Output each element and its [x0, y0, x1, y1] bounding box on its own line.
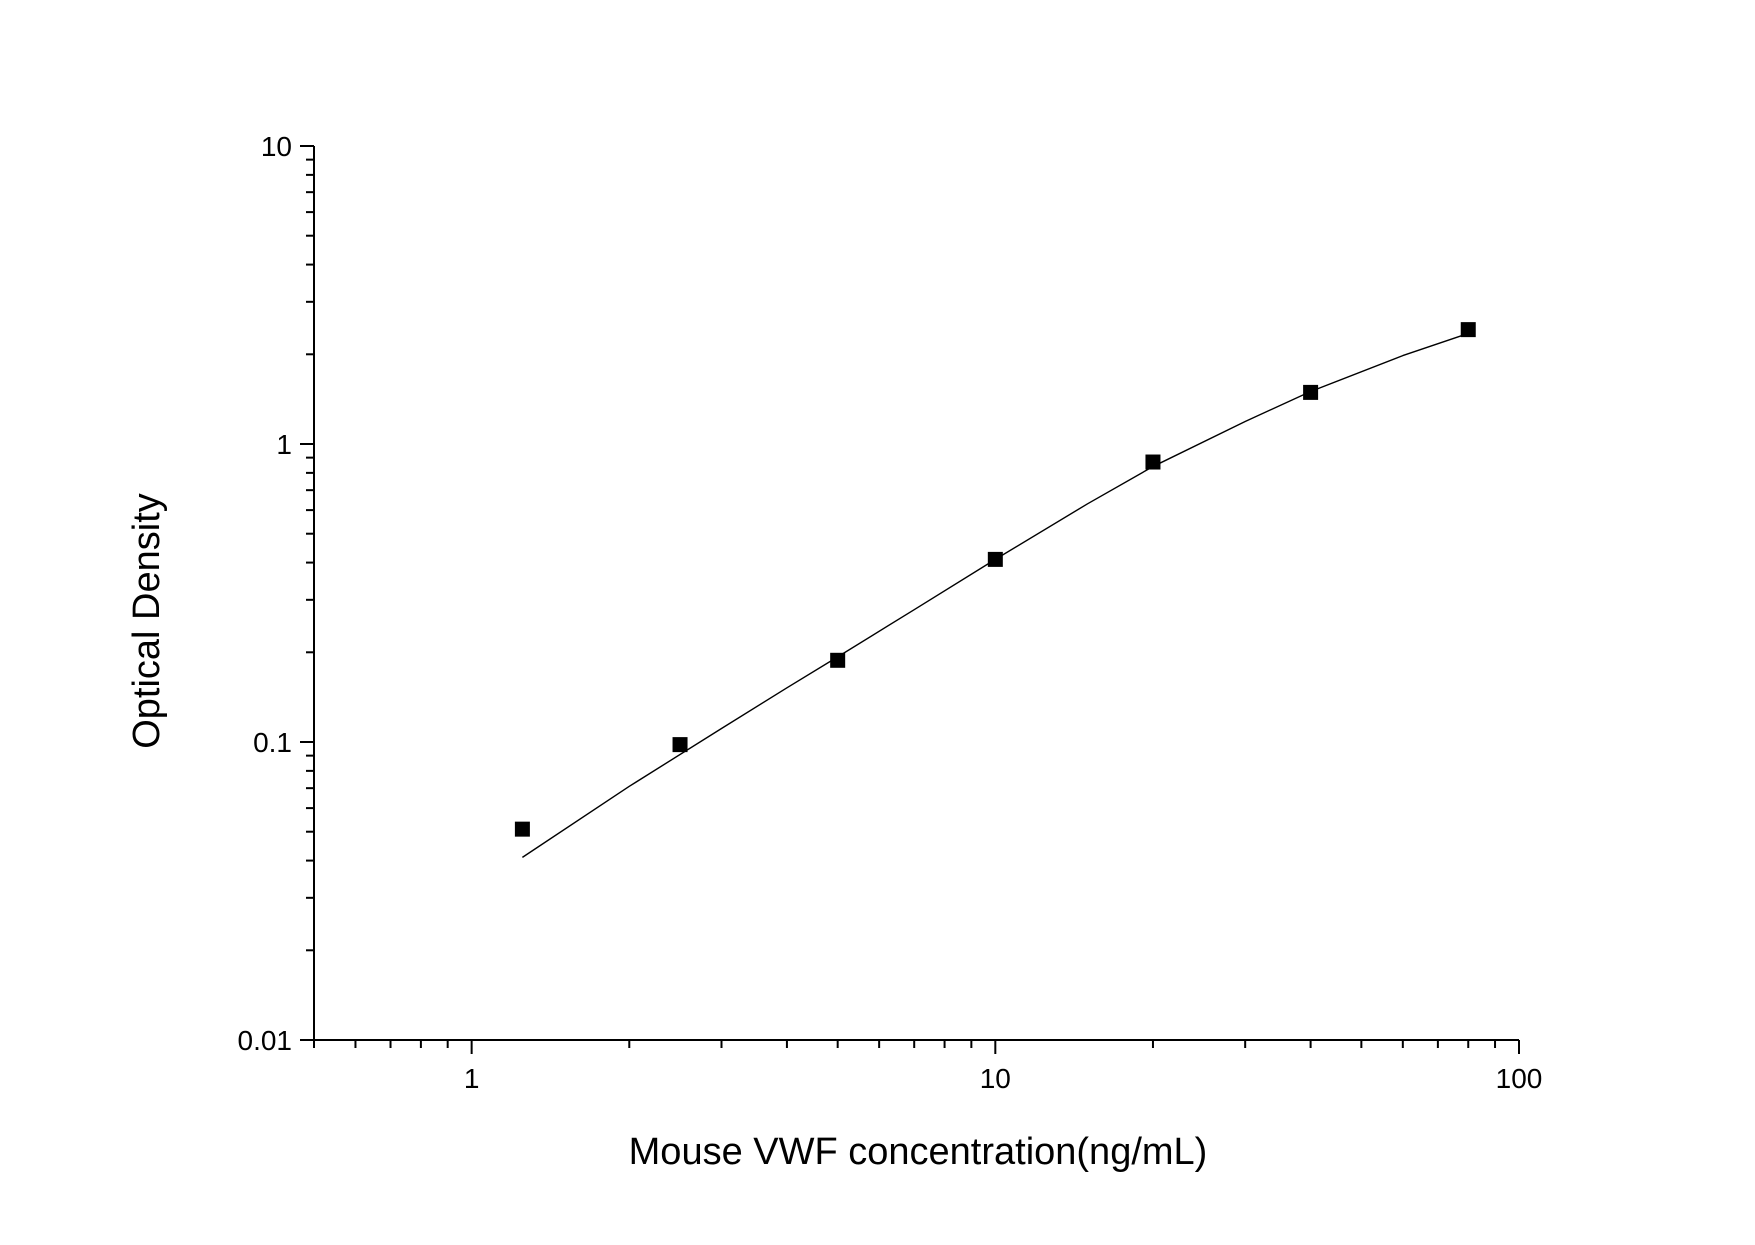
data-point	[1145, 454, 1161, 470]
data-point	[1460, 322, 1476, 338]
data-point	[1303, 384, 1319, 400]
y-tick-label: 0.1	[253, 727, 292, 758]
data-points-layer	[514, 322, 1476, 837]
fit-curve	[522, 332, 1469, 858]
data-point	[987, 551, 1003, 567]
data-point	[672, 737, 688, 753]
data-point	[830, 652, 846, 668]
data-point	[514, 821, 530, 837]
x-tick-label: 10	[980, 1063, 1011, 1094]
y-axis-title: Optical Density	[126, 493, 168, 749]
x-tick-label: 1	[464, 1063, 480, 1094]
y-tick-label: 1	[276, 429, 292, 460]
axes: 1 10 100 0.01 0.1 1 10	[238, 131, 1543, 1094]
y-tick-label: 10	[261, 131, 292, 162]
fit-curve-layer	[522, 332, 1469, 858]
x-tick-label: 100	[1496, 1063, 1543, 1094]
x-axis-title: Mouse VWF concentration(ng/mL)	[629, 1131, 1208, 1173]
y-tick-label: 0.01	[238, 1025, 293, 1056]
